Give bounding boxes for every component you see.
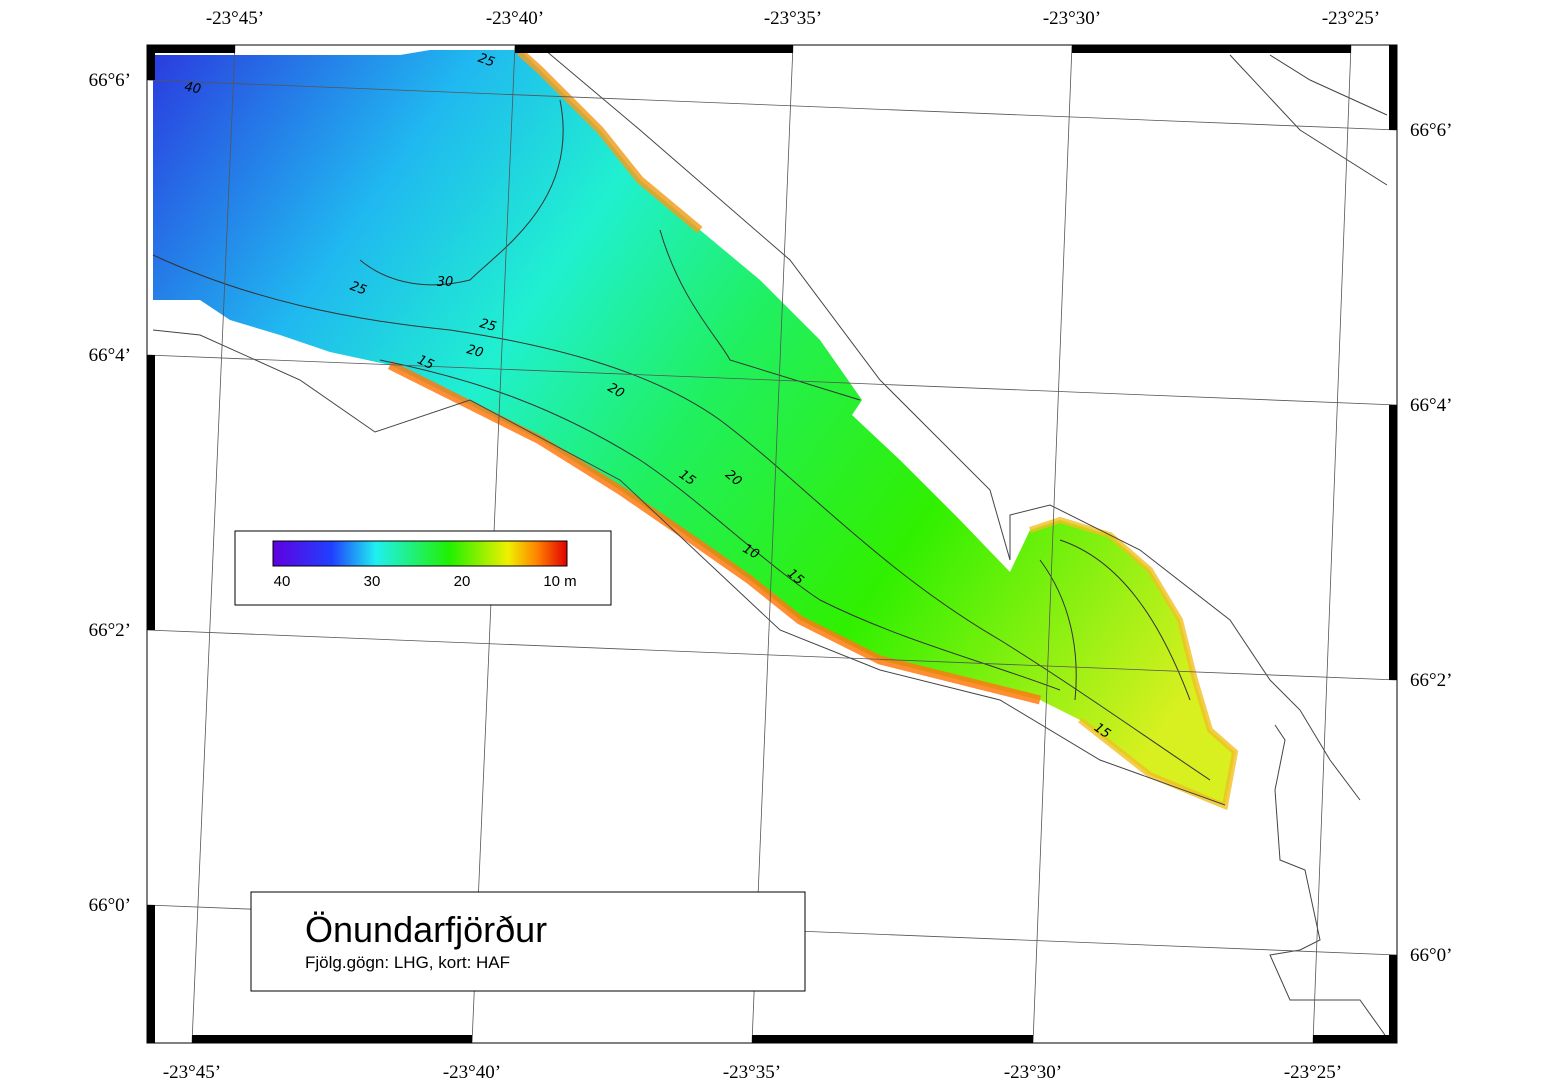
frame-bar [1313, 1035, 1397, 1043]
coastline [152, 49, 1388, 1036]
bathymetry [153, 50, 1235, 806]
meridian [1312, 44, 1352, 1044]
meridian [751, 44, 794, 1044]
colorbar-label: 30 [364, 573, 381, 590]
contour-label: 15 [415, 353, 436, 374]
lat-label: 66°6’ [89, 70, 131, 91]
lon-label: -23°25’ [1284, 1062, 1342, 1083]
title-box [250, 891, 806, 992]
parallel [146, 79, 1398, 131]
colorbar-label: 20 [454, 573, 471, 590]
contour-label: 20 [605, 380, 627, 401]
lon-label: -23°30’ [1043, 8, 1101, 29]
lat-label: 66°2’ [1410, 670, 1452, 691]
meridian [1032, 44, 1073, 1044]
lat-label: 66°0’ [89, 895, 131, 916]
lon-label: -23°45’ [206, 8, 264, 29]
frame-bar [147, 905, 155, 1043]
parallel [146, 629, 1398, 681]
contour-label: 25 [348, 279, 369, 299]
frame-bar [752, 1035, 1033, 1043]
frame-border [147, 45, 1397, 1043]
contour-label: 30 [437, 275, 454, 290]
lon-label: -23°40’ [486, 8, 544, 29]
contour-label: 20 [465, 342, 485, 361]
lon-label: -23°35’ [723, 1062, 781, 1083]
frame-bar [147, 45, 235, 53]
lon-label: -23°25’ [1322, 8, 1380, 29]
contour-label: 25 [478, 316, 498, 335]
subtitle: Fjölg.gögn: LHG, kort: HAF [305, 953, 510, 972]
lon-label: -23°45’ [163, 1062, 221, 1083]
lon-label: -23°40’ [443, 1062, 501, 1083]
contour-label: 25 [476, 51, 497, 71]
graticule [146, 44, 1398, 1044]
title: Önundarfjörður [305, 909, 547, 950]
frame-bar [1389, 955, 1397, 1043]
parallel [146, 354, 1398, 406]
lat-label: 66°6’ [1410, 120, 1452, 141]
shallow-edge [387, 360, 1042, 705]
colorbar-label: 40 [274, 573, 291, 590]
lon-label: -23°35’ [764, 8, 822, 29]
lat-label: 66°0’ [1410, 945, 1452, 966]
contours [152, 99, 1211, 781]
colorbar [272, 540, 568, 567]
colorbar-label: 10 m [543, 573, 576, 590]
contour-label: 10 [740, 541, 762, 562]
frame-bar [147, 355, 155, 630]
frame-bar [192, 1035, 472, 1043]
lon-label: -23°30’ [1004, 1062, 1062, 1083]
lat-label: 66°4’ [1410, 395, 1452, 416]
frame-bar [147, 45, 155, 80]
contour-label: 40 [183, 80, 202, 98]
lat-label: 66°2’ [89, 620, 131, 641]
shallow-edge [517, 49, 703, 234]
lat-label: 66°4’ [89, 345, 131, 366]
frame-bar [515, 45, 793, 53]
frame-bar [1072, 45, 1351, 53]
frame-bar [1389, 405, 1397, 680]
meridian [191, 44, 236, 1044]
frame-bar [1389, 45, 1397, 130]
